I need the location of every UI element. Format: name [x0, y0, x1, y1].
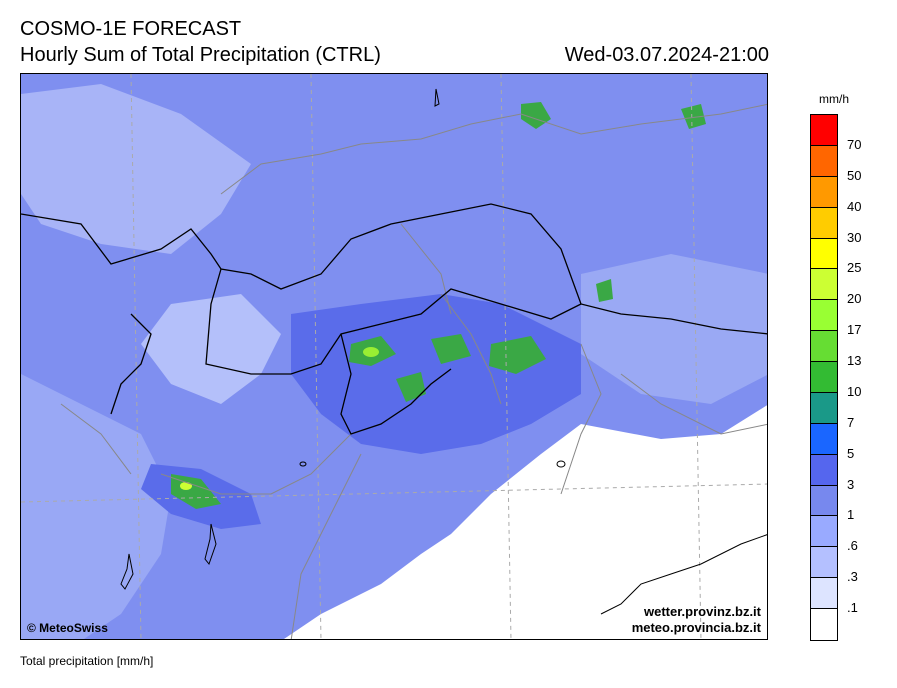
precip-area-east-light: [581, 254, 767, 404]
legend-tick-label: 1: [847, 507, 855, 523]
legend-tick-label: 30: [847, 229, 862, 245]
legend-color-box: [811, 362, 837, 393]
precipitation-map: © MeteoSwiss wetter.provinz.bz.it meteo.…: [20, 73, 768, 640]
precip-core-southwest: [180, 482, 192, 490]
legend-color-box: [811, 547, 837, 579]
legend-tick-label: 50: [847, 167, 862, 183]
map-graphic: [21, 74, 767, 639]
legend-color-box: [811, 392, 837, 424]
legend-color-box: [811, 454, 837, 486]
legend-tick-label: .6: [847, 538, 858, 554]
legend-tick-label: 3: [847, 476, 855, 492]
legend-tick-label: 10: [847, 383, 862, 399]
legend-tick-label: 17: [847, 322, 862, 338]
precip-cell-central-4: [396, 372, 426, 402]
precip-area-mid-light: [141, 294, 281, 404]
legend-tick-label: 70: [847, 136, 862, 152]
legend-color-box: [811, 207, 837, 239]
country-borders: [21, 203, 767, 435]
legend-tick-label: 5: [847, 445, 855, 461]
footer-caption: Total precipitation [mm/h]: [20, 654, 154, 668]
precip-cell-north-2: [681, 104, 706, 129]
legend-color-box: [811, 115, 837, 146]
source-link-it[interactable]: meteo.provincia.bz.it: [631, 620, 761, 635]
legend-color-box: [811, 176, 837, 208]
legend-tick-label: 7: [847, 414, 855, 430]
color-legend: [810, 114, 838, 641]
legend-color-box: [811, 300, 837, 332]
region-boundaries: [60, 103, 767, 639]
legend-color-box: [811, 145, 837, 177]
legend-color-box: [811, 423, 837, 455]
precip-core-central: [363, 347, 379, 357]
precip-area-northwest-light: [21, 84, 251, 254]
legend-tick-label: .1: [847, 600, 858, 616]
legend-color-box: [811, 516, 837, 548]
forecast-datetime: Wed-03.07.2024-21:00: [564, 44, 769, 66]
source-link-de[interactable]: wetter.provinz.bz.it: [643, 604, 761, 619]
legend-unit: mm/h: [819, 92, 849, 106]
map-title: COSMO-1E FORECAST: [20, 18, 242, 40]
precip-cell-north-1: [521, 102, 551, 129]
precip-band-central: [291, 294, 581, 454]
legend-color-box: [811, 485, 837, 517]
graticule: [21, 74, 767, 639]
precip-cell-central-3: [489, 336, 546, 374]
precip-cell-central-2: [431, 334, 471, 364]
precip-area-west-light: [21, 374, 171, 639]
lakes: [120, 88, 566, 590]
meteoswiss-credit: © MeteoSwiss: [27, 621, 108, 635]
legend-tick-label: 40: [847, 198, 862, 214]
legend-tick-label: 13: [847, 353, 862, 369]
map-subtitle: Hourly Sum of Total Precipitation (CTRL): [20, 44, 381, 66]
legend-color-box: [811, 331, 837, 363]
legend-color-box: [811, 578, 837, 610]
legend-color-box: [811, 238, 837, 270]
precip-cell-east: [596, 279, 613, 302]
legend-color-box: [811, 609, 837, 640]
coastline: [600, 534, 767, 615]
legend-tick-label: 25: [847, 260, 862, 276]
legend-tick-label: .3: [847, 569, 858, 585]
legend-tick-label: 20: [847, 291, 862, 307]
legend-color-box: [811, 269, 837, 301]
